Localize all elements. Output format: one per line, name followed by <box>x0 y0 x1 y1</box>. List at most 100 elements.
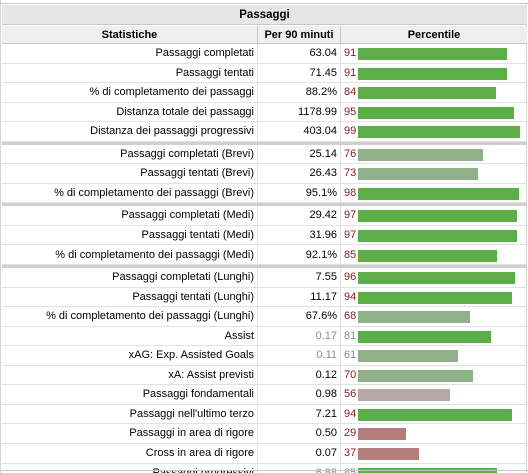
percentile-cell: 81 <box>340 326 527 346</box>
column-header-per90[interactable]: Per 90 minuti <box>257 26 340 44</box>
percentile-cell: 94 <box>340 287 527 307</box>
percentile-value: 85 <box>344 466 357 473</box>
percentile-bar <box>358 187 519 200</box>
percentile-value: 97 <box>344 228 357 241</box>
per90-value: 92.1% <box>257 245 337 265</box>
per90-value: 29.42 <box>257 206 337 226</box>
stat-name[interactable]: Passaggi in area di rigore <box>129 427 254 440</box>
percentile-value: 94 <box>344 407 357 420</box>
stat-name[interactable]: Distanza dei passaggi progressivi <box>90 125 254 138</box>
per90-value: 88.2% <box>257 83 337 103</box>
stat-name[interactable]: Passaggi tentati (Lunghi) <box>132 290 254 303</box>
stat-name[interactable]: Passaggi tentati <box>175 66 254 79</box>
percentile-bar <box>358 210 518 223</box>
table-row: Passaggi completati (Brevi) 25.14 76 <box>2 144 527 165</box>
table-row: % di completamento dei passaggi (Lunghi)… <box>2 307 527 327</box>
per90-value: 7.21 <box>257 404 337 424</box>
per90-value: 0.11 <box>257 346 337 366</box>
stat-name[interactable]: Passaggi completati (Brevi) <box>120 147 254 160</box>
per90-value: 67.6% <box>257 307 337 327</box>
stat-name[interactable]: Passaggi progressivi <box>152 466 255 473</box>
percentile-cell: 61 <box>340 346 527 366</box>
stat-name[interactable]: xAG: Exp. Assisted Goals <box>128 349 254 362</box>
percentile-value: 68 <box>344 310 357 323</box>
percentile-cell: 91 <box>340 63 527 83</box>
table-row: Passaggi nell'ultimo terzo 7.21 94 <box>2 404 527 425</box>
stat-name[interactable]: Passaggi completati (Medi) <box>121 209 254 222</box>
percentile-value: 84 <box>344 86 357 99</box>
stat-name[interactable]: % di completamento dei passaggi (Brevi) <box>54 186 254 199</box>
table-row: Passaggi completati (Lunghi) 7.55 96 <box>2 268 527 288</box>
stat-name[interactable]: Passaggi fondamentali <box>142 388 254 401</box>
per90-value: 0.98 <box>257 385 337 405</box>
table-header: Statistiche Per 90 minuti Percentile <box>2 26 527 44</box>
table-row: Distanza dei passaggi progressivi 403.04 9… <box>2 122 527 142</box>
table-row: Passaggi in area di rigore 0.50 29 <box>2 424 527 444</box>
percentile-bar <box>358 229 518 242</box>
stat-name[interactable]: Passaggi nell'ultimo terzo <box>129 407 254 420</box>
per90-value: 0.50 <box>257 424 337 444</box>
percentile-bar <box>358 168 478 181</box>
table-row: % di completamento dei passaggi (Brevi) 9… <box>2 183 527 204</box>
percentile-cell: 68 <box>340 307 527 327</box>
per90-value: 0.07 <box>257 444 337 463</box>
group-separator <box>2 203 527 207</box>
percentile-value: 70 <box>344 368 357 381</box>
percentile-value: 73 <box>344 167 357 180</box>
percentile-value: 95 <box>344 105 357 118</box>
stat-name[interactable]: Passaggi completati (Lunghi) <box>112 271 254 284</box>
percentile-value: 96 <box>344 271 357 284</box>
percentile-cell: 97 <box>340 206 527 226</box>
percentile-cell: 91 <box>340 44 527 63</box>
percentile-cell: 99 <box>340 122 527 142</box>
stat-name[interactable]: % di completamento dei passaggi <box>89 86 254 99</box>
group-separator <box>2 141 527 145</box>
percentile-bar <box>358 148 483 161</box>
percentile-value: 91 <box>344 66 357 79</box>
percentile-bar <box>358 48 508 60</box>
per90-value: 1178.99 <box>257 102 337 122</box>
stat-name[interactable]: xA: Assist previsti <box>168 368 254 381</box>
table-row: xAG: Exp. Assisted Goals 0.11 61 <box>2 346 527 366</box>
percentile-cell: 95 <box>340 102 527 122</box>
table-row: Passaggi fondamentali 0.98 56 <box>2 385 527 405</box>
stat-name[interactable]: Distanza totale dei passaggi <box>116 105 254 118</box>
stat-name[interactable]: % di completamento dei passaggi (Lunghi) <box>46 310 254 323</box>
per90-value: 6.88 <box>257 463 337 473</box>
percentile-value: 94 <box>344 290 357 303</box>
stat-name[interactable]: Passaggi tentati (Medi) <box>141 228 255 241</box>
table-row: Passaggi completati 63.04 91 <box>2 44 527 64</box>
percentile-bar <box>358 408 513 421</box>
table-row: Passaggi tentati (Lunghi) 11.17 94 <box>2 287 527 308</box>
percentile-value: 56 <box>344 388 357 401</box>
per90-value: 95.1% <box>257 183 337 203</box>
percentile-value: 76 <box>344 147 357 160</box>
stat-name[interactable]: Assist <box>224 329 254 342</box>
percentile-value: 99 <box>344 125 357 138</box>
percentile-bar <box>358 311 470 324</box>
top-border <box>1 0 528 4</box>
group-separator <box>2 265 527 269</box>
table-row: % di completamento dei passaggi (Medi) 92… <box>2 245 527 265</box>
percentile-bar <box>358 389 450 402</box>
percentile-cell: 37 <box>340 444 527 463</box>
table-row: Assist 0.17 81 <box>2 326 527 347</box>
stat-name[interactable]: Passaggi tentati (Brevi) <box>140 167 254 180</box>
percentile-cell: 73 <box>340 164 527 184</box>
per90-value: 0.12 <box>257 365 337 385</box>
percentile-value: 61 <box>344 349 357 362</box>
percentile-value: 85 <box>344 248 357 261</box>
percentile-cell: 70 <box>340 365 527 385</box>
table-row: Passaggi tentati 71.45 91 <box>2 63 527 84</box>
column-header-stat[interactable]: Statistiche <box>101 29 158 41</box>
stat-name[interactable]: % di completamento dei passaggi (Medi) <box>55 248 254 261</box>
table-row: Passaggi completati (Medi) 29.42 97 <box>2 206 527 226</box>
percentile-value: 91 <box>344 47 357 59</box>
table-row: xA: Assist previsti 0.12 70 <box>2 365 527 386</box>
stat-name[interactable]: Passaggi completati <box>155 47 254 59</box>
per90-value: 26.43 <box>257 164 337 184</box>
table-row: Passaggi tentati (Brevi) 26.43 73 <box>2 164 527 184</box>
column-header-percentile[interactable]: Percentile <box>340 26 527 44</box>
stat-name[interactable]: Cross in area di rigore <box>145 447 254 459</box>
percentile-cell: 76 <box>340 144 527 164</box>
